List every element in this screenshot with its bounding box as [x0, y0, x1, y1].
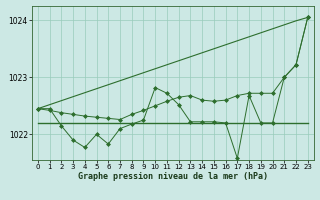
X-axis label: Graphe pression niveau de la mer (hPa): Graphe pression niveau de la mer (hPa): [78, 172, 268, 181]
